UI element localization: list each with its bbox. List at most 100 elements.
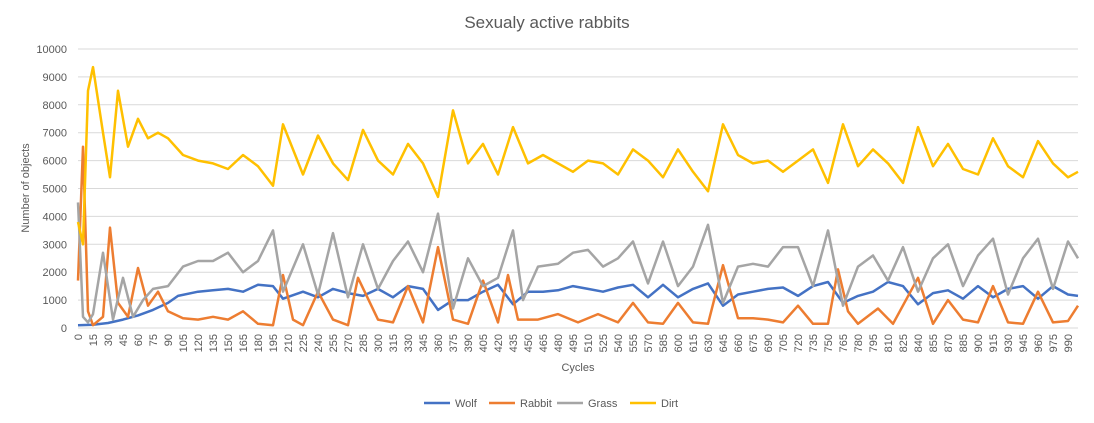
x-tick-label: 435 <box>508 334 520 352</box>
x-tick-label: 675 <box>748 334 760 352</box>
x-tick-label: 720 <box>793 334 805 352</box>
series-line-rabbit <box>76 145 1080 327</box>
legend-label: Rabbit <box>520 398 552 410</box>
x-tick-label: 255 <box>328 334 340 352</box>
y-tick-label: 3000 <box>43 239 67 251</box>
x-tick-label: 120 <box>193 334 205 352</box>
x-tick-label: 15 <box>88 334 100 346</box>
x-tick-label: 195 <box>268 334 280 352</box>
x-tick-label: 330 <box>403 334 415 352</box>
series-line-wolf <box>77 280 1079 327</box>
x-tick-label: 60 <box>133 334 145 346</box>
y-axis-ticks: 0 1000 2000 3000 4000 5000 6000 7000 8000 9000 100… <box>36 44 67 335</box>
x-tick-label: 990 <box>1063 334 1075 352</box>
x-tick-label: 885 <box>958 334 970 352</box>
x-tick-label: 810 <box>883 334 895 352</box>
y-tick-label: 10000 <box>36 44 67 56</box>
x-tick-label: 705 <box>778 334 790 352</box>
x-tick-label: 870 <box>943 334 955 352</box>
x-tick-label: 825 <box>898 334 910 352</box>
x-tick-label: 90 <box>163 334 175 346</box>
x-tick-label: 180 <box>253 334 265 352</box>
x-tick-label: 750 <box>823 334 835 352</box>
x-tick-label: 495 <box>568 334 580 352</box>
x-tick-label: 315 <box>388 334 400 352</box>
x-tick-label: 240 <box>313 334 325 352</box>
x-tick-label: 840 <box>913 334 925 352</box>
x-tick-label: 645 <box>718 334 730 352</box>
y-tick-label: 2000 <box>43 267 67 279</box>
x-tick-label: 555 <box>628 334 640 352</box>
y-tick-label: 1000 <box>43 295 67 307</box>
legend-item-dirt: Dirt <box>630 398 678 410</box>
series-lines <box>76 65 1080 327</box>
x-tick-label: 360 <box>433 334 445 352</box>
y-axis-label: Number of objects <box>20 143 32 233</box>
x-tick-label: 510 <box>583 334 595 352</box>
x-tick-label: 105 <box>178 334 190 352</box>
legend-label: Dirt <box>661 398 678 410</box>
x-tick-label: 735 <box>808 334 820 352</box>
x-tick-label: 285 <box>358 334 370 352</box>
x-tick-label: 300 <box>373 334 385 352</box>
x-tick-label: 540 <box>613 334 625 352</box>
x-tick-label: 630 <box>703 334 715 352</box>
x-tick-label: 945 <box>1018 334 1030 352</box>
x-tick-label: 450 <box>523 334 535 352</box>
series-line-grass <box>76 202 1080 324</box>
x-tick-label: 30 <box>103 334 115 346</box>
x-tick-label: 795 <box>868 334 880 352</box>
x-tick-label: 420 <box>493 334 505 352</box>
y-tick-label: 5000 <box>43 184 67 196</box>
legend: Wolf Rabbit Grass Dirt <box>424 398 678 410</box>
x-tick-label: 390 <box>463 334 475 352</box>
x-tick-label: 765 <box>838 334 850 352</box>
x-tick-label: 270 <box>343 334 355 352</box>
x-axis-label: Cycles <box>561 362 595 374</box>
x-tick-label: 135 <box>208 334 220 352</box>
x-tick-label: 900 <box>973 334 985 352</box>
y-tick-label: 0 <box>61 323 67 335</box>
y-tick-label: 9000 <box>43 72 67 84</box>
x-tick-label: 0 <box>73 334 85 340</box>
x-tick-label: 480 <box>553 334 565 352</box>
gridlines <box>78 48 1078 301</box>
x-tick-label: 690 <box>763 334 775 352</box>
x-tick-label: 45 <box>118 334 130 346</box>
x-tick-label: 405 <box>478 334 490 352</box>
x-tick-label: 225 <box>298 334 310 352</box>
x-tick-label: 165 <box>238 334 250 352</box>
x-tick-label: 75 <box>148 334 160 346</box>
chart-title: Sexualy active rabbits <box>464 13 629 32</box>
y-tick-label: 7000 <box>43 128 67 140</box>
x-tick-label: 375 <box>448 334 460 352</box>
y-tick-label: 4000 <box>43 211 67 223</box>
x-tick-label: 930 <box>1003 334 1015 352</box>
x-axis-ticks: 0 15 30 45 60 75 90 105 120 135 150 165 180 195 210 225… <box>73 334 1075 352</box>
x-tick-label: 780 <box>853 334 865 352</box>
x-tick-label: 345 <box>418 334 430 352</box>
x-tick-label: 660 <box>733 334 745 352</box>
x-tick-label: 570 <box>643 334 655 352</box>
y-tick-label: 6000 <box>43 156 67 168</box>
x-tick-label: 465 <box>538 334 550 352</box>
series-line-dirt <box>76 65 1079 246</box>
x-tick-label: 960 <box>1033 334 1045 352</box>
legend-item-wolf: Wolf <box>424 398 478 410</box>
x-tick-label: 150 <box>223 334 235 352</box>
x-tick-label: 615 <box>688 334 700 352</box>
legend-label: Grass <box>588 398 618 410</box>
x-tick-label: 915 <box>988 334 1000 352</box>
x-tick-label: 210 <box>283 334 295 352</box>
x-tick-label: 975 <box>1048 334 1060 352</box>
x-tick-label: 600 <box>673 334 685 352</box>
legend-item-grass: Grass <box>557 398 618 410</box>
legend-item-rabbit: Rabbit <box>489 398 552 410</box>
x-tick-label: 855 <box>928 334 940 352</box>
legend-label: Wolf <box>455 398 478 410</box>
x-tick-label: 525 <box>598 334 610 352</box>
y-tick-label: 8000 <box>43 100 67 112</box>
x-tick-label: 585 <box>658 334 670 352</box>
